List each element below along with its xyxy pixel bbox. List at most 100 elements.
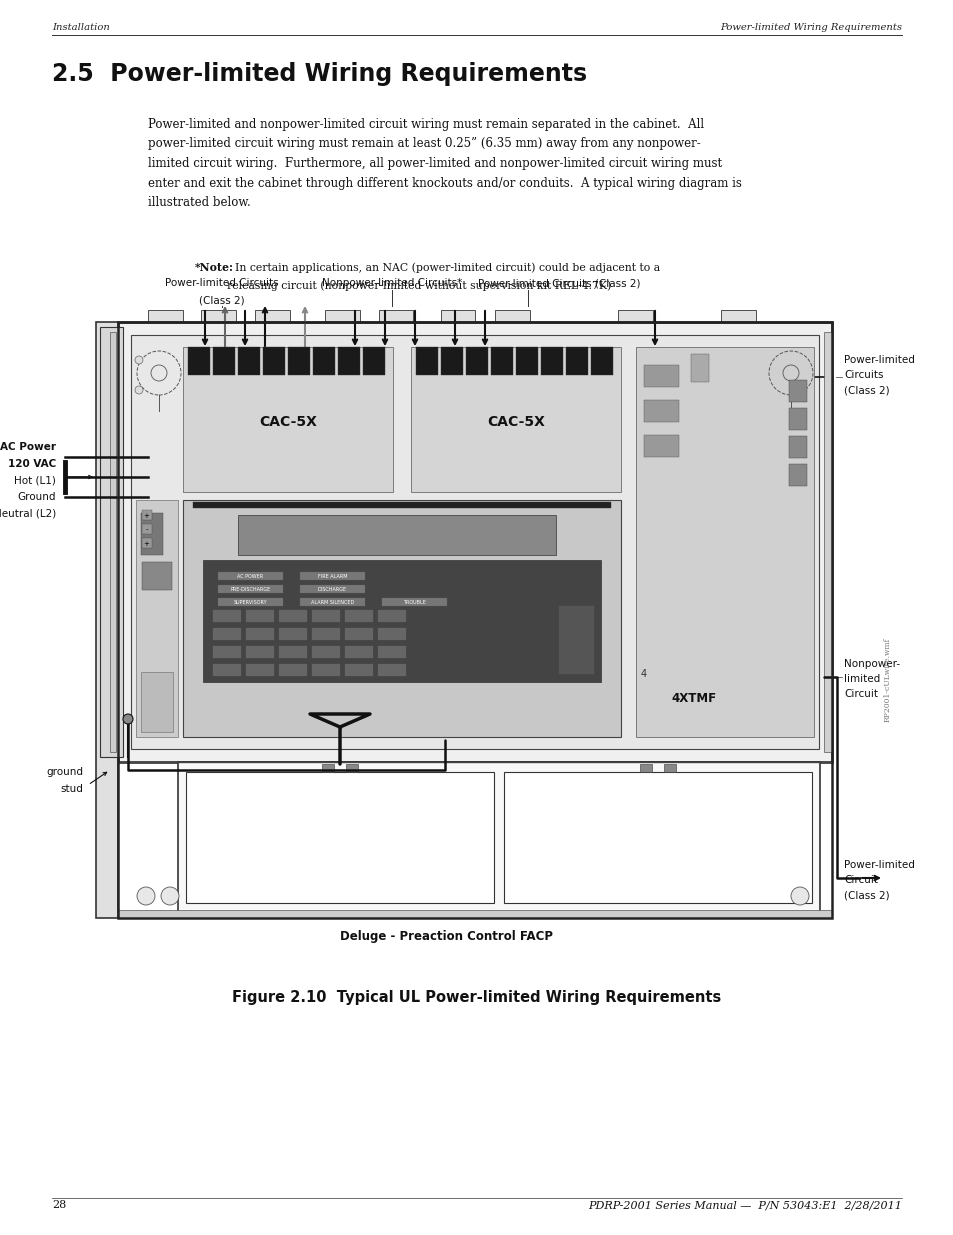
Text: Power-limited Circuits (Class 2): Power-limited Circuits (Class 2): [477, 278, 639, 288]
Bar: [142, 510, 152, 520]
Text: ground: ground: [46, 767, 83, 777]
Text: (Class 2): (Class 2): [843, 385, 889, 395]
Bar: [183, 500, 620, 737]
Text: 4XTMF: 4XTMF: [670, 692, 716, 705]
Bar: [346, 764, 357, 772]
Text: Installation: Installation: [52, 23, 110, 32]
Text: 4: 4: [640, 669, 646, 679]
Bar: [363, 347, 385, 375]
Bar: [237, 347, 260, 375]
Bar: [494, 310, 529, 322]
Bar: [788, 408, 806, 430]
Text: (Class 2): (Class 2): [843, 890, 889, 900]
Text: CAC-5X: CAC-5X: [487, 415, 544, 429]
Circle shape: [135, 387, 143, 394]
Text: SUPERVISORY: SUPERVISORY: [233, 599, 267, 604]
Bar: [183, 347, 393, 492]
Text: limited: limited: [843, 674, 880, 684]
Bar: [148, 310, 182, 322]
Bar: [590, 347, 613, 375]
Text: PDRP-2001 Series Manual —  P/N 53043:E1  2/28/2011: PDRP-2001 Series Manual — P/N 53043:E1 2…: [587, 1200, 901, 1210]
Bar: [440, 310, 475, 322]
Bar: [312, 610, 339, 622]
Text: illustrated below.: illustrated below.: [148, 196, 251, 209]
Circle shape: [161, 887, 179, 905]
Bar: [278, 646, 307, 658]
Text: Power-limited: Power-limited: [843, 860, 914, 869]
Bar: [96, 322, 118, 918]
Bar: [299, 585, 365, 593]
Circle shape: [137, 887, 154, 905]
Bar: [299, 598, 365, 606]
Bar: [345, 664, 373, 676]
Bar: [278, 664, 307, 676]
Circle shape: [123, 714, 132, 724]
Bar: [237, 515, 556, 555]
Bar: [118, 322, 831, 918]
Bar: [639, 764, 651, 772]
Bar: [788, 464, 806, 487]
Bar: [516, 347, 537, 375]
Bar: [178, 762, 820, 918]
Text: (Class 2): (Class 2): [199, 295, 245, 305]
Bar: [558, 606, 594, 674]
Text: Power-limited: Power-limited: [843, 354, 914, 366]
Bar: [218, 572, 283, 580]
Text: limited circuit wiring.  Furthermore, all power-limited and nonpower-limited cir: limited circuit wiring. Furthermore, all…: [148, 157, 721, 170]
Text: stud: stud: [60, 783, 83, 794]
Text: TROUBLE: TROUBLE: [402, 599, 425, 604]
Bar: [213, 629, 241, 640]
Text: DISCHARGE: DISCHARGE: [317, 587, 347, 592]
Bar: [193, 501, 610, 508]
Bar: [312, 646, 339, 658]
Text: *Note:: *Note:: [194, 262, 233, 273]
Bar: [142, 524, 152, 534]
Bar: [203, 559, 600, 682]
Bar: [254, 310, 289, 322]
Text: Circuit: Circuit: [843, 689, 877, 699]
Bar: [141, 672, 172, 732]
Bar: [411, 347, 620, 492]
Text: +: +: [143, 513, 150, 519]
Text: Power-limited Circuits: Power-limited Circuits: [165, 278, 278, 288]
Text: +: +: [143, 541, 150, 547]
Bar: [345, 610, 373, 622]
Bar: [213, 347, 234, 375]
Circle shape: [790, 887, 808, 905]
Bar: [131, 335, 818, 748]
Bar: [186, 772, 494, 903]
Bar: [465, 347, 488, 375]
Text: -: -: [145, 526, 148, 532]
Bar: [690, 354, 708, 382]
Bar: [377, 664, 406, 676]
Bar: [246, 664, 274, 676]
Bar: [503, 772, 811, 903]
Text: AC POWER: AC POWER: [237, 573, 263, 578]
Bar: [617, 310, 652, 322]
Bar: [213, 610, 241, 622]
Bar: [188, 347, 210, 375]
Bar: [288, 347, 310, 375]
Bar: [720, 310, 755, 322]
Text: PRE-DISCHARGE: PRE-DISCHARGE: [230, 587, 271, 592]
Text: 28: 28: [52, 1200, 66, 1210]
Text: Power-limited and nonpower-limited circuit wiring must remain separated in the c: Power-limited and nonpower-limited circu…: [148, 119, 703, 131]
Bar: [377, 646, 406, 658]
Bar: [263, 347, 285, 375]
Bar: [378, 310, 413, 322]
Text: CAC-5X: CAC-5X: [259, 415, 316, 429]
Bar: [636, 347, 813, 737]
Bar: [218, 598, 283, 606]
Text: Nonpower-: Nonpower-: [843, 659, 900, 669]
Bar: [440, 347, 462, 375]
Bar: [643, 435, 679, 457]
Bar: [643, 400, 679, 422]
Bar: [278, 629, 307, 640]
Bar: [312, 629, 339, 640]
Text: Neutral (L2): Neutral (L2): [0, 508, 56, 517]
Bar: [491, 347, 513, 375]
Bar: [416, 347, 437, 375]
Bar: [213, 646, 241, 658]
Bar: [246, 629, 274, 640]
Bar: [345, 646, 373, 658]
